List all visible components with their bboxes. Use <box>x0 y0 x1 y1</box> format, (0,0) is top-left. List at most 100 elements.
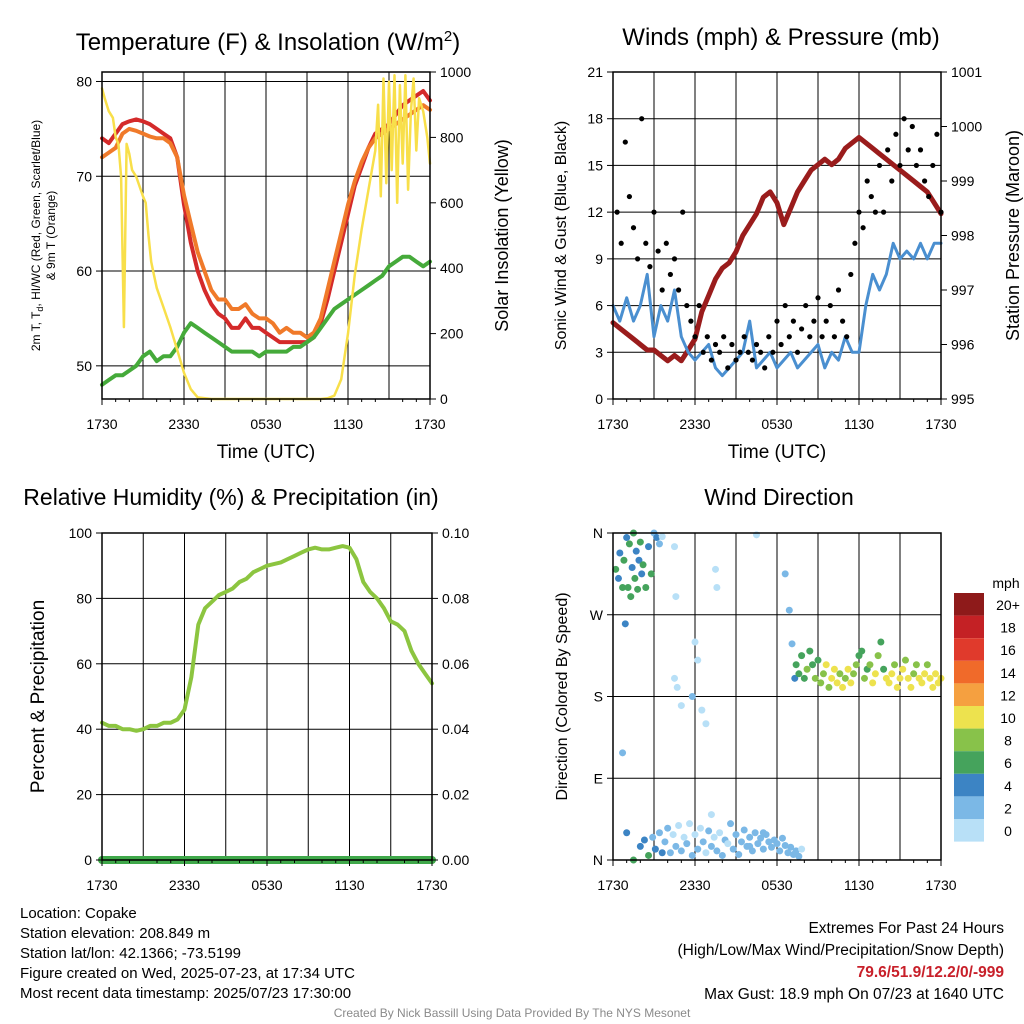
gust-point <box>840 318 846 324</box>
direction-point <box>691 638 699 646</box>
x-tick-label: 0530 <box>250 416 281 432</box>
direction-point <box>874 652 882 660</box>
direction-point <box>713 847 721 855</box>
legend-swatch <box>954 660 984 684</box>
direction-point <box>677 847 685 855</box>
direction-point <box>619 584 627 591</box>
direction-point <box>896 674 904 682</box>
chart-title: Temperature (F) & Insolation (W/m2) <box>76 28 460 56</box>
direction-point <box>655 540 663 548</box>
direction-point <box>888 670 896 678</box>
direction-point <box>847 679 855 687</box>
gust-point <box>876 162 883 169</box>
y-tick-label-right: 400 <box>440 260 464 276</box>
x-tick-label: 1730 <box>414 416 445 432</box>
gust-point <box>930 162 936 169</box>
direction-point <box>921 670 929 678</box>
direction-point <box>778 834 786 842</box>
direction-point <box>795 670 803 678</box>
legend-title: mph <box>992 575 1019 591</box>
y-axis-label-left: 2m T, Td, HI/WC (Red, Green, Scarlet/Blu… <box>29 120 58 351</box>
x-tick-label: 0530 <box>761 416 792 432</box>
direction-point <box>627 593 635 601</box>
direction-point <box>923 661 931 669</box>
gust-point <box>692 334 698 340</box>
direction-point <box>869 679 877 687</box>
legend-label: 16 <box>1000 642 1016 658</box>
direction-point <box>740 826 748 834</box>
legend-label: 6 <box>1004 755 1012 771</box>
x-tick-label: 1130 <box>334 877 364 893</box>
direction-point <box>841 674 849 682</box>
x-tick-label: 2330 <box>168 416 199 432</box>
direction-point <box>926 674 934 682</box>
y-tick-label-right: 1001 <box>951 64 982 80</box>
gust-point <box>680 209 686 215</box>
direction-point <box>671 543 678 551</box>
direction-point <box>729 845 737 853</box>
gust-point <box>823 318 829 324</box>
gust-point <box>630 225 637 231</box>
series-line-1 <box>100 544 434 733</box>
x-tick-label: 1130 <box>844 416 874 432</box>
gust-point <box>647 264 653 270</box>
direction-point <box>929 683 937 691</box>
gust-point <box>700 349 706 355</box>
gust-point <box>635 256 641 262</box>
direction-point <box>781 841 789 849</box>
direction-point <box>787 843 795 851</box>
x-tick-label: 1730 <box>925 416 956 432</box>
direction-point <box>686 820 694 828</box>
gust-point <box>889 178 895 184</box>
gust-point <box>770 349 776 355</box>
gust-point <box>868 193 874 200</box>
direction-point <box>707 842 715 850</box>
direction-point <box>765 838 773 846</box>
direction-point <box>792 661 800 669</box>
legend-label: 2 <box>1004 800 1012 816</box>
y-tick-label-right: 996 <box>951 337 975 353</box>
direction-point <box>699 838 707 846</box>
gust-point <box>774 318 780 324</box>
gust-point <box>737 349 743 355</box>
direction-point <box>833 679 841 687</box>
y-tick-label-right: 600 <box>440 195 464 211</box>
gust-point <box>799 326 805 332</box>
gust-point <box>815 295 821 301</box>
direction-point <box>751 829 759 837</box>
y-tick-label-left: 60 <box>76 263 92 279</box>
y-tick-label-left: 18 <box>587 111 603 127</box>
x-tick-label: 2330 <box>169 877 200 893</box>
direction-point <box>839 683 847 691</box>
direction-point <box>757 834 765 842</box>
chart-title: Relative Humidity (%) & Precipitation (i… <box>23 484 438 510</box>
extremes-info: Extremes For Past 24 Hours (High/Low/Max… <box>678 918 1005 1006</box>
direction-point <box>899 665 907 673</box>
gust-point <box>745 349 751 355</box>
direction-point <box>912 661 920 669</box>
y-tick-label-right: 999 <box>951 173 975 189</box>
gust-point <box>926 193 932 200</box>
gust-point <box>618 240 624 246</box>
direction-point <box>904 674 912 682</box>
y-tick-label-right: 0.02 <box>442 787 469 803</box>
gust-point <box>803 302 809 309</box>
gust-point <box>852 240 858 246</box>
direction-point <box>830 665 838 673</box>
gust-point <box>749 357 756 363</box>
direction-point <box>754 840 762 848</box>
gust-point <box>872 209 879 215</box>
legend-swatch <box>954 593 984 616</box>
direction-point <box>809 661 817 669</box>
direction-point <box>844 665 852 673</box>
gust-point <box>753 341 760 348</box>
direction-point <box>619 749 627 757</box>
gust-point <box>651 209 657 215</box>
panel-4: N E S W N 1730 2330 0530 1130 1730 Wind Direction D… <box>554 484 1020 893</box>
x-tick-label: 1730 <box>86 416 117 432</box>
direction-point <box>907 683 915 691</box>
direction-point <box>798 845 806 853</box>
y-tick-label-left: 40 <box>76 721 92 737</box>
direction-point <box>631 574 639 582</box>
